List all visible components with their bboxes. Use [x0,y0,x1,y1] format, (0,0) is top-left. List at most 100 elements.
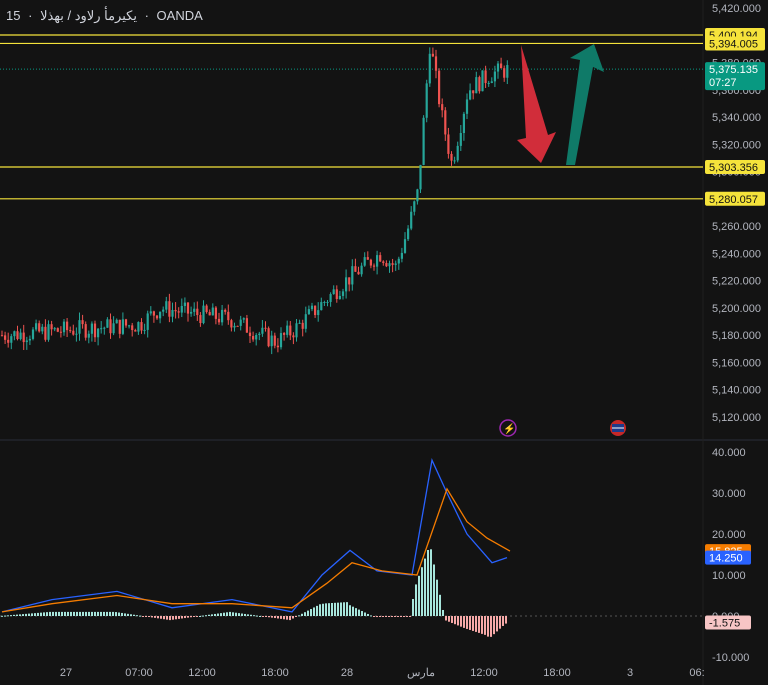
flash-icon[interactable] [499,419,517,437]
indicator-tag-label: 14.250 [709,553,743,565]
histogram-bar [100,611,102,616]
arrow-annotations[interactable] [517,44,604,165]
current-price-tag [705,62,765,91]
histogram-bar [211,614,213,616]
candle-body [258,333,261,335]
candle-body [459,133,462,146]
candle-body [267,328,270,347]
candle-body [317,310,320,316]
candle-body [50,324,53,330]
histogram-bar [46,612,48,616]
candle-body [16,331,19,340]
histogram-bar [301,613,303,616]
histogram-bar [382,616,384,617]
price-tag [705,160,765,175]
histogram-bar [13,614,15,616]
candle-body [103,327,106,329]
histogram-bar [97,611,99,616]
candle-body [146,313,149,330]
candle-body [106,319,109,328]
histogram-bar [94,611,96,616]
histogram-bar [292,616,294,619]
histogram-bar [190,616,192,618]
histogram-bar [61,611,63,616]
candle-body [379,255,382,262]
candle-body [366,257,369,260]
histogram-bar [349,605,351,616]
histogram-bar [277,616,279,619]
histogram-bar [175,616,177,620]
candle-body [93,323,97,338]
candle-body [276,345,279,348]
histogram-bar [70,611,72,616]
candle-body [131,325,134,331]
histogram-bar [52,611,54,616]
candle-body [22,332,25,343]
histogram-bar [196,616,198,617]
price-tick-label: 5,200.000 [712,303,761,315]
histogram-bar [55,611,57,616]
price-tick-label: 5,160.000 [712,357,761,369]
candle-body [171,309,174,317]
histogram-bar [187,616,189,618]
histogram-bar [19,614,21,616]
candle-body [431,53,434,57]
candle-body [410,211,413,229]
histogram-bar [85,611,87,616]
histogram-bar [73,611,75,616]
histogram-bar [394,616,396,617]
candle-body [304,314,307,329]
interval-label[interactable]: 15 [6,8,21,23]
down-arrow[interactable] [517,45,556,163]
histogram-bar [310,609,312,616]
histogram-bar [289,616,291,621]
candle-body [478,77,481,92]
histogram-bar [442,609,444,616]
candle-body [506,65,509,78]
flash-icon[interactable]: ⚡ [503,422,515,435]
histogram-bar [157,616,159,619]
axes: 5,420.0005,400.0005,380.0005,360.0005,34… [60,3,765,679]
time-tick-label: 27 [60,667,72,679]
candle-body [376,255,379,267]
histogram-bar [127,613,129,616]
candle-body [224,309,227,312]
indicator-tag [705,615,751,630]
candle-body [348,277,351,285]
histogram-bar [106,611,108,616]
price-tag-label: 5,394.005 [709,38,758,50]
histogram-bar [496,616,498,632]
histogram-bar [22,614,24,616]
histogram-bar [304,612,306,616]
histogram-bar [280,616,282,619]
candle-body [503,68,506,78]
histogram-bar [490,616,492,637]
candle-body [255,334,258,340]
histogram-bar [10,615,12,617]
candle-body [419,164,422,190]
up-arrow[interactable] [566,44,604,165]
candle-body [75,333,78,335]
event-icons[interactable]: ⚡ [499,419,626,437]
candle-body [149,311,152,314]
candle-body [270,335,273,347]
time-tick-label: 18:00 [261,667,289,679]
candle-body [447,134,450,154]
histogram-bar [430,549,432,616]
histogram-bar [403,616,405,617]
histogram-bar [397,616,399,617]
candle-body [177,311,180,313]
price-tick-label: 5,220.000 [712,276,761,288]
histogram-bar [250,614,252,616]
candle-body [441,104,444,111]
histogram-bar [136,615,138,617]
candle-body [354,266,357,272]
histogram-bar [361,611,363,616]
histogram-bar [148,616,150,617]
candle-body [186,302,190,314]
price-tick-label: 5,260.000 [712,221,761,233]
candle-body [456,145,459,161]
candle-body [487,82,490,84]
histogram-bar [259,616,261,617]
